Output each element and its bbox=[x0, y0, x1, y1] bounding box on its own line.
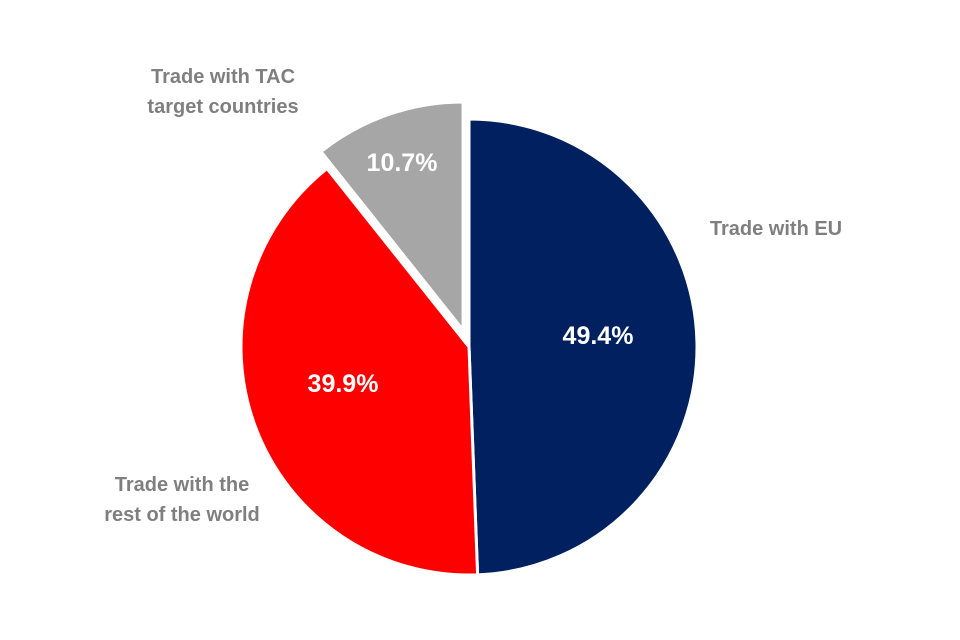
pie-slices bbox=[239, 100, 699, 577]
category-label-eu: Trade with EU bbox=[710, 218, 842, 240]
data-label-tac-target: 10.7% bbox=[367, 149, 438, 177]
slice-rest-of-world bbox=[239, 167, 480, 577]
slice-eu bbox=[467, 117, 699, 577]
category-label-rest-of-world-line2: rest of the world bbox=[104, 504, 260, 526]
category-label-tac-target-line2: target countries bbox=[147, 96, 298, 118]
category-label-tac-target-line1: Trade with TAC bbox=[151, 66, 295, 88]
data-label-rest-of-world: 39.9% bbox=[308, 370, 379, 398]
data-label-eu: 49.4% bbox=[563, 322, 634, 350]
category-label-rest-of-world-line1: Trade with the bbox=[115, 474, 249, 496]
slice-tac-target bbox=[319, 100, 465, 332]
